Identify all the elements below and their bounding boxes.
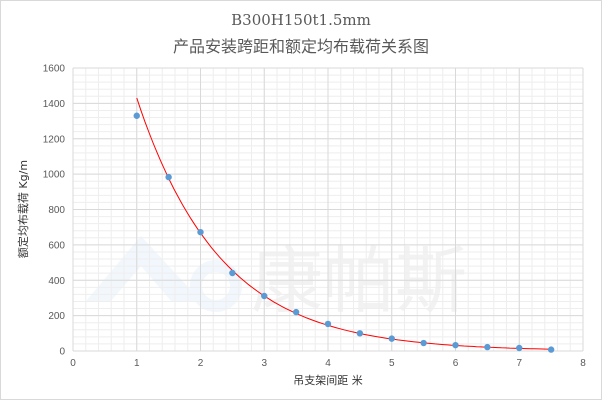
y-tick-label: 1400 [43,99,66,110]
x-tick-label: 1 [134,358,140,369]
x-tick-label: 3 [261,358,267,369]
y-tick-label: 0 [59,347,65,358]
data-point [484,343,491,351]
y-tick-label: 1000 [43,170,66,181]
y-axis-label: 额定均布载荷 Kg/m [16,160,30,258]
x-tick-label: 4 [325,358,331,369]
data-point [165,173,172,181]
data-point [452,341,459,349]
x-tick-label: 2 [198,358,204,369]
x-tick-label: 8 [580,358,586,369]
y-tick-label: 1600 [43,64,66,75]
data-point [292,308,300,316]
data-point [229,269,236,277]
data-point [516,344,523,352]
x-tick-label: 6 [453,358,459,369]
data-point [197,228,204,236]
data-point [133,112,140,119]
trendline [136,97,552,350]
data-point [420,339,427,347]
chart-subtitle: 产品安装跨距和额定均布载荷关系图 [172,37,429,56]
y-tick-label: 200 [48,311,65,322]
data-point [324,320,332,328]
y-tick-label: 600 [48,240,65,251]
y-tick-label: 800 [48,205,65,216]
data-point [261,292,268,300]
x-tick-label: 0 [70,358,76,369]
y-tick-label: 1200 [43,134,66,145]
data-point [547,346,555,353]
data-point [388,335,395,342]
data-point [356,330,364,337]
x-tick-label: 7 [516,358,522,369]
y-tick-label: 400 [48,276,65,287]
x-tick-label: 5 [389,358,395,369]
x-axis-label: 吊支架间距 米 [293,374,363,387]
chart-title: B300H150t1.5mm [231,11,371,29]
